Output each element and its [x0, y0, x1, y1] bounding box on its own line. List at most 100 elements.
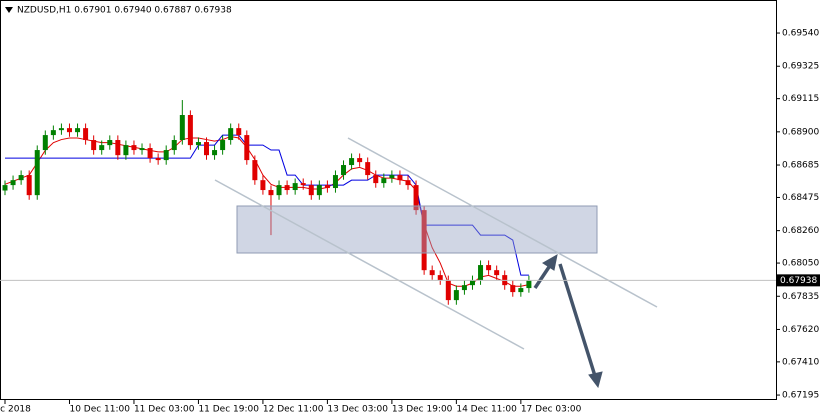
- x-tick-label: 11 Dec 19:00: [198, 405, 259, 415]
- candle-body: [99, 145, 105, 151]
- candle-body: [526, 280, 532, 289]
- y-tick-label: 0.69325: [782, 62, 819, 72]
- candle-body: [469, 280, 475, 286]
- channel-line: [347, 137, 658, 308]
- candle-body: [155, 158, 161, 161]
- candle-body: [365, 162, 371, 176]
- candle-body: [75, 128, 81, 133]
- candle-body: [34, 150, 40, 196]
- plot-frame: [0, 0, 777, 400]
- candle-body: [91, 140, 97, 151]
- candle-body: [42, 135, 48, 151]
- candle-body: [316, 185, 322, 196]
- candle-body: [252, 160, 258, 181]
- candle-body: [276, 185, 282, 196]
- marks: [2, 100, 532, 305]
- candle-body: [26, 175, 32, 196]
- candle-body: [50, 130, 56, 136]
- candle-body: [171, 140, 177, 151]
- y-tick-label: 0.67195: [782, 391, 819, 401]
- candle-body: [445, 280, 451, 301]
- candle-body: [405, 180, 411, 186]
- candle-body: [163, 150, 169, 161]
- candle-body: [66, 128, 72, 133]
- candle-body: [18, 175, 24, 181]
- candle-body: [2, 185, 8, 191]
- y-tick-label: 0.68475: [782, 193, 819, 203]
- candle-body: [83, 128, 89, 141]
- candle-body: [268, 190, 274, 196]
- candle-body: [115, 140, 121, 156]
- arrow: [558, 263, 597, 377]
- menu-triangle: [5, 7, 13, 13]
- candle-body: [179, 115, 185, 141]
- y-tick-label: 0.67835: [782, 292, 819, 302]
- arrow-head: [588, 371, 603, 389]
- x-tick-label: 17 Dec 03:00: [521, 405, 582, 415]
- channel-line: [214, 179, 525, 350]
- candle-body: [212, 150, 218, 156]
- candle-body: [107, 140, 113, 146]
- x-tick-label: 12 Dec 11:00: [263, 405, 324, 415]
- candle-body: [260, 180, 266, 191]
- candle-body: [300, 183, 306, 186]
- candle-body: [478, 265, 484, 281]
- candle-body: [123, 145, 129, 156]
- candle-body: [389, 175, 395, 179]
- candle-body: [292, 183, 298, 191]
- candle-body: [453, 290, 459, 301]
- candle-body: [421, 210, 427, 271]
- candle-body: [204, 142, 209, 156]
- candle-body: [518, 288, 524, 293]
- candle-body: [10, 180, 16, 186]
- x-tick-label: 14 Dec 11:00: [456, 405, 517, 415]
- arrow: [533, 263, 553, 289]
- indicator-line: [5, 134, 529, 276]
- y-tick-label: 0.68260: [782, 226, 819, 236]
- candle-body: [244, 135, 250, 161]
- candle-body: [357, 158, 363, 163]
- candle-body: [220, 140, 226, 151]
- chart-title: NZDUSD,H1 0.67901 0.67940 0.67887 0.6793…: [17, 6, 232, 16]
- candle-body: [58, 128, 64, 131]
- candle-body: [486, 265, 492, 271]
- candle-body: [510, 285, 516, 293]
- y-tick-label: 0.69540: [782, 29, 819, 39]
- candle-body: [397, 175, 403, 181]
- candle-body: [429, 270, 435, 276]
- price-marker-label: 0.67938: [780, 276, 817, 286]
- candle-body: [131, 145, 137, 151]
- x-tick-label: 11 Dec 03:00: [134, 405, 195, 415]
- candle-body: [461, 285, 467, 291]
- arrows: [533, 254, 603, 389]
- candle-body: [195, 142, 201, 146]
- candle-body: [139, 148, 145, 151]
- arrow-head: [542, 254, 558, 271]
- candle-body: [437, 275, 443, 281]
- y-tick-label: 0.68900: [782, 127, 819, 137]
- candle-body: [308, 185, 314, 196]
- candle-body: [373, 175, 379, 184]
- x-tick-label: 13 Dec 19:00: [392, 405, 453, 415]
- y-tick-label: 0.67620: [782, 325, 819, 335]
- x-tick-label: 10 Dec 11:00: [69, 405, 130, 415]
- candle-body: [413, 185, 419, 211]
- y-tick-label: 0.69115: [782, 94, 819, 104]
- candle-body: [228, 128, 234, 141]
- y-tick-label: 0.68685: [782, 161, 819, 171]
- candle-body: [187, 115, 193, 146]
- x-tick-label: 7 Dec 2018: [0, 405, 31, 415]
- price-marker: [777, 274, 820, 287]
- candle-body: [349, 158, 355, 166]
- candle-body: [332, 175, 338, 189]
- candle-body: [381, 178, 387, 184]
- candle-body: [147, 148, 153, 159]
- x-tick-label: 13 Dec 03:00: [327, 405, 388, 415]
- candle-body: [236, 128, 242, 136]
- candle-body: [324, 185, 330, 189]
- candle-body: [494, 270, 500, 276]
- y-tick-label: 0.68050: [782, 259, 819, 269]
- candle-body: [341, 165, 347, 176]
